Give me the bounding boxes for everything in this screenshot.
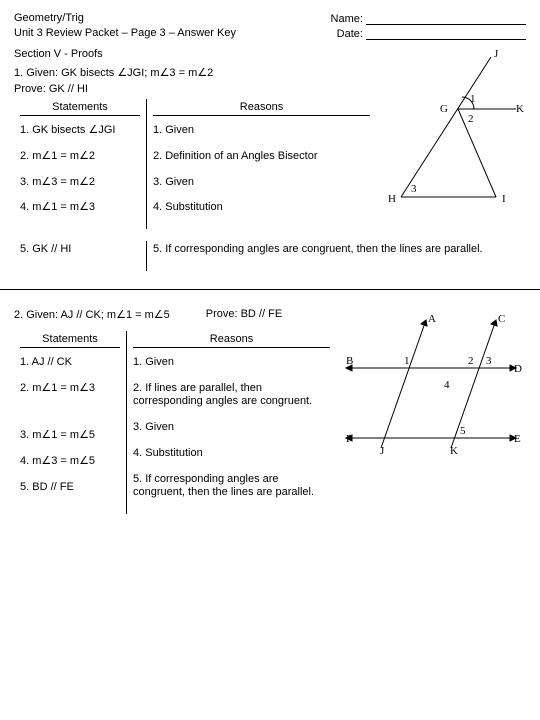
section-label: Section V - Proofs <box>14 48 376 60</box>
lbl2-A: A <box>428 313 436 325</box>
p1-prove: Prove: GK // HI <box>14 83 376 95</box>
p2-s5: 5. BD // FE <box>20 481 120 495</box>
p2-h-reason: Reasons <box>133 333 330 348</box>
course-title: Geometry/Trig <box>14 12 84 25</box>
name-field: Name: <box>331 12 526 25</box>
p2-h-stmt: Statements <box>20 333 120 348</box>
p1-given: 1. Given: GK bisects ∠JGI; m∠3 = m∠2 <box>14 66 376 79</box>
proof2-table: Statements 1. AJ // CK 2. m∠1 = m∠3 3. m… <box>14 331 336 514</box>
header-row-1: Geometry/Trig Name: <box>14 12 526 25</box>
p1-r5: 5. If corresponding angles are congruent… <box>153 243 520 257</box>
lbl2-F: F <box>346 433 352 445</box>
p2-r2: 2. If lines are parallel, then correspon… <box>133 382 330 410</box>
p1-r1: 1. Given <box>153 124 370 138</box>
lbl-J: J <box>494 48 499 60</box>
lbl2-K: K <box>450 445 458 457</box>
lbl-G: G <box>440 103 448 115</box>
p1-h-reason: Reasons <box>153 101 370 116</box>
p1-s4: 4. m∠1 = m∠3 <box>20 201 140 215</box>
separator <box>0 289 540 290</box>
p2-s3: 3. m∠1 = m∠5 <box>20 429 120 443</box>
name-blank[interactable] <box>366 12 526 25</box>
date-field: Date: <box>337 27 526 40</box>
p2-s1: 1. AJ // CK <box>20 356 120 370</box>
lbl2-a3: 3 <box>486 355 492 367</box>
lbl2-B: B <box>346 355 353 367</box>
proof1-table: Statements 1. GK bisects ∠JGI 2. m∠1 = m… <box>14 99 376 229</box>
lbl-a3: 3 <box>411 183 417 195</box>
lbl2-E: E <box>514 433 521 445</box>
p1-r2: 2. Definition of an Angles Bisector <box>153 150 370 164</box>
p1-r3: 3. Given <box>153 176 370 190</box>
lbl2-D: D <box>514 363 522 375</box>
date-blank[interactable] <box>366 27 526 40</box>
lbl2-a4: 4 <box>444 379 450 391</box>
lbl2-C: C <box>498 313 505 325</box>
p2-prove: Prove: BD // FE <box>206 308 282 321</box>
p2-given: 2. Given: AJ // CK; m∠1 = m∠5 <box>14 308 170 321</box>
worksheet-subtitle: Unit 3 Review Packet – Page 3 – Answer K… <box>14 27 236 40</box>
p2-r5: 5. If corresponding angles are congruent… <box>133 473 330 501</box>
lbl-I: I <box>502 193 506 205</box>
p2-r3: 3. Given <box>133 421 330 435</box>
p2-s2: 2. m∠1 = m∠3 <box>20 382 120 396</box>
header-row-2: Unit 3 Review Packet – Page 3 – Answer K… <box>14 27 526 40</box>
diagram-2: A C B D F E J K 1 2 3 4 5 <box>336 308 526 468</box>
lbl2-J: J <box>380 445 385 457</box>
lbl-H: H <box>388 193 396 205</box>
lbl2-a1: 1 <box>404 355 410 367</box>
p1-h-stmt: Statements <box>20 101 140 116</box>
p1-r4: 4. Substitution <box>153 201 370 215</box>
lbl-a2: 2 <box>468 113 474 125</box>
p1-s2: 2. m∠1 = m∠2 <box>20 150 140 164</box>
p2-r1: 1. Given <box>133 356 330 370</box>
p2-r4: 4. Substitution <box>133 447 330 461</box>
p2-s4: 4. m∠3 = m∠5 <box>20 455 120 469</box>
lbl2-a5: 5 <box>460 425 466 437</box>
p1-s1: 1. GK bisects ∠JGI <box>20 124 140 138</box>
diagram-1: J G K H I 1 2 3 <box>376 42 526 212</box>
lbl2-a2: 2 <box>468 355 474 367</box>
p1-s5: 5. GK // HI <box>20 243 140 257</box>
p1-s3: 3. m∠3 = m∠2 <box>20 176 140 190</box>
lbl-K: K <box>516 103 524 115</box>
